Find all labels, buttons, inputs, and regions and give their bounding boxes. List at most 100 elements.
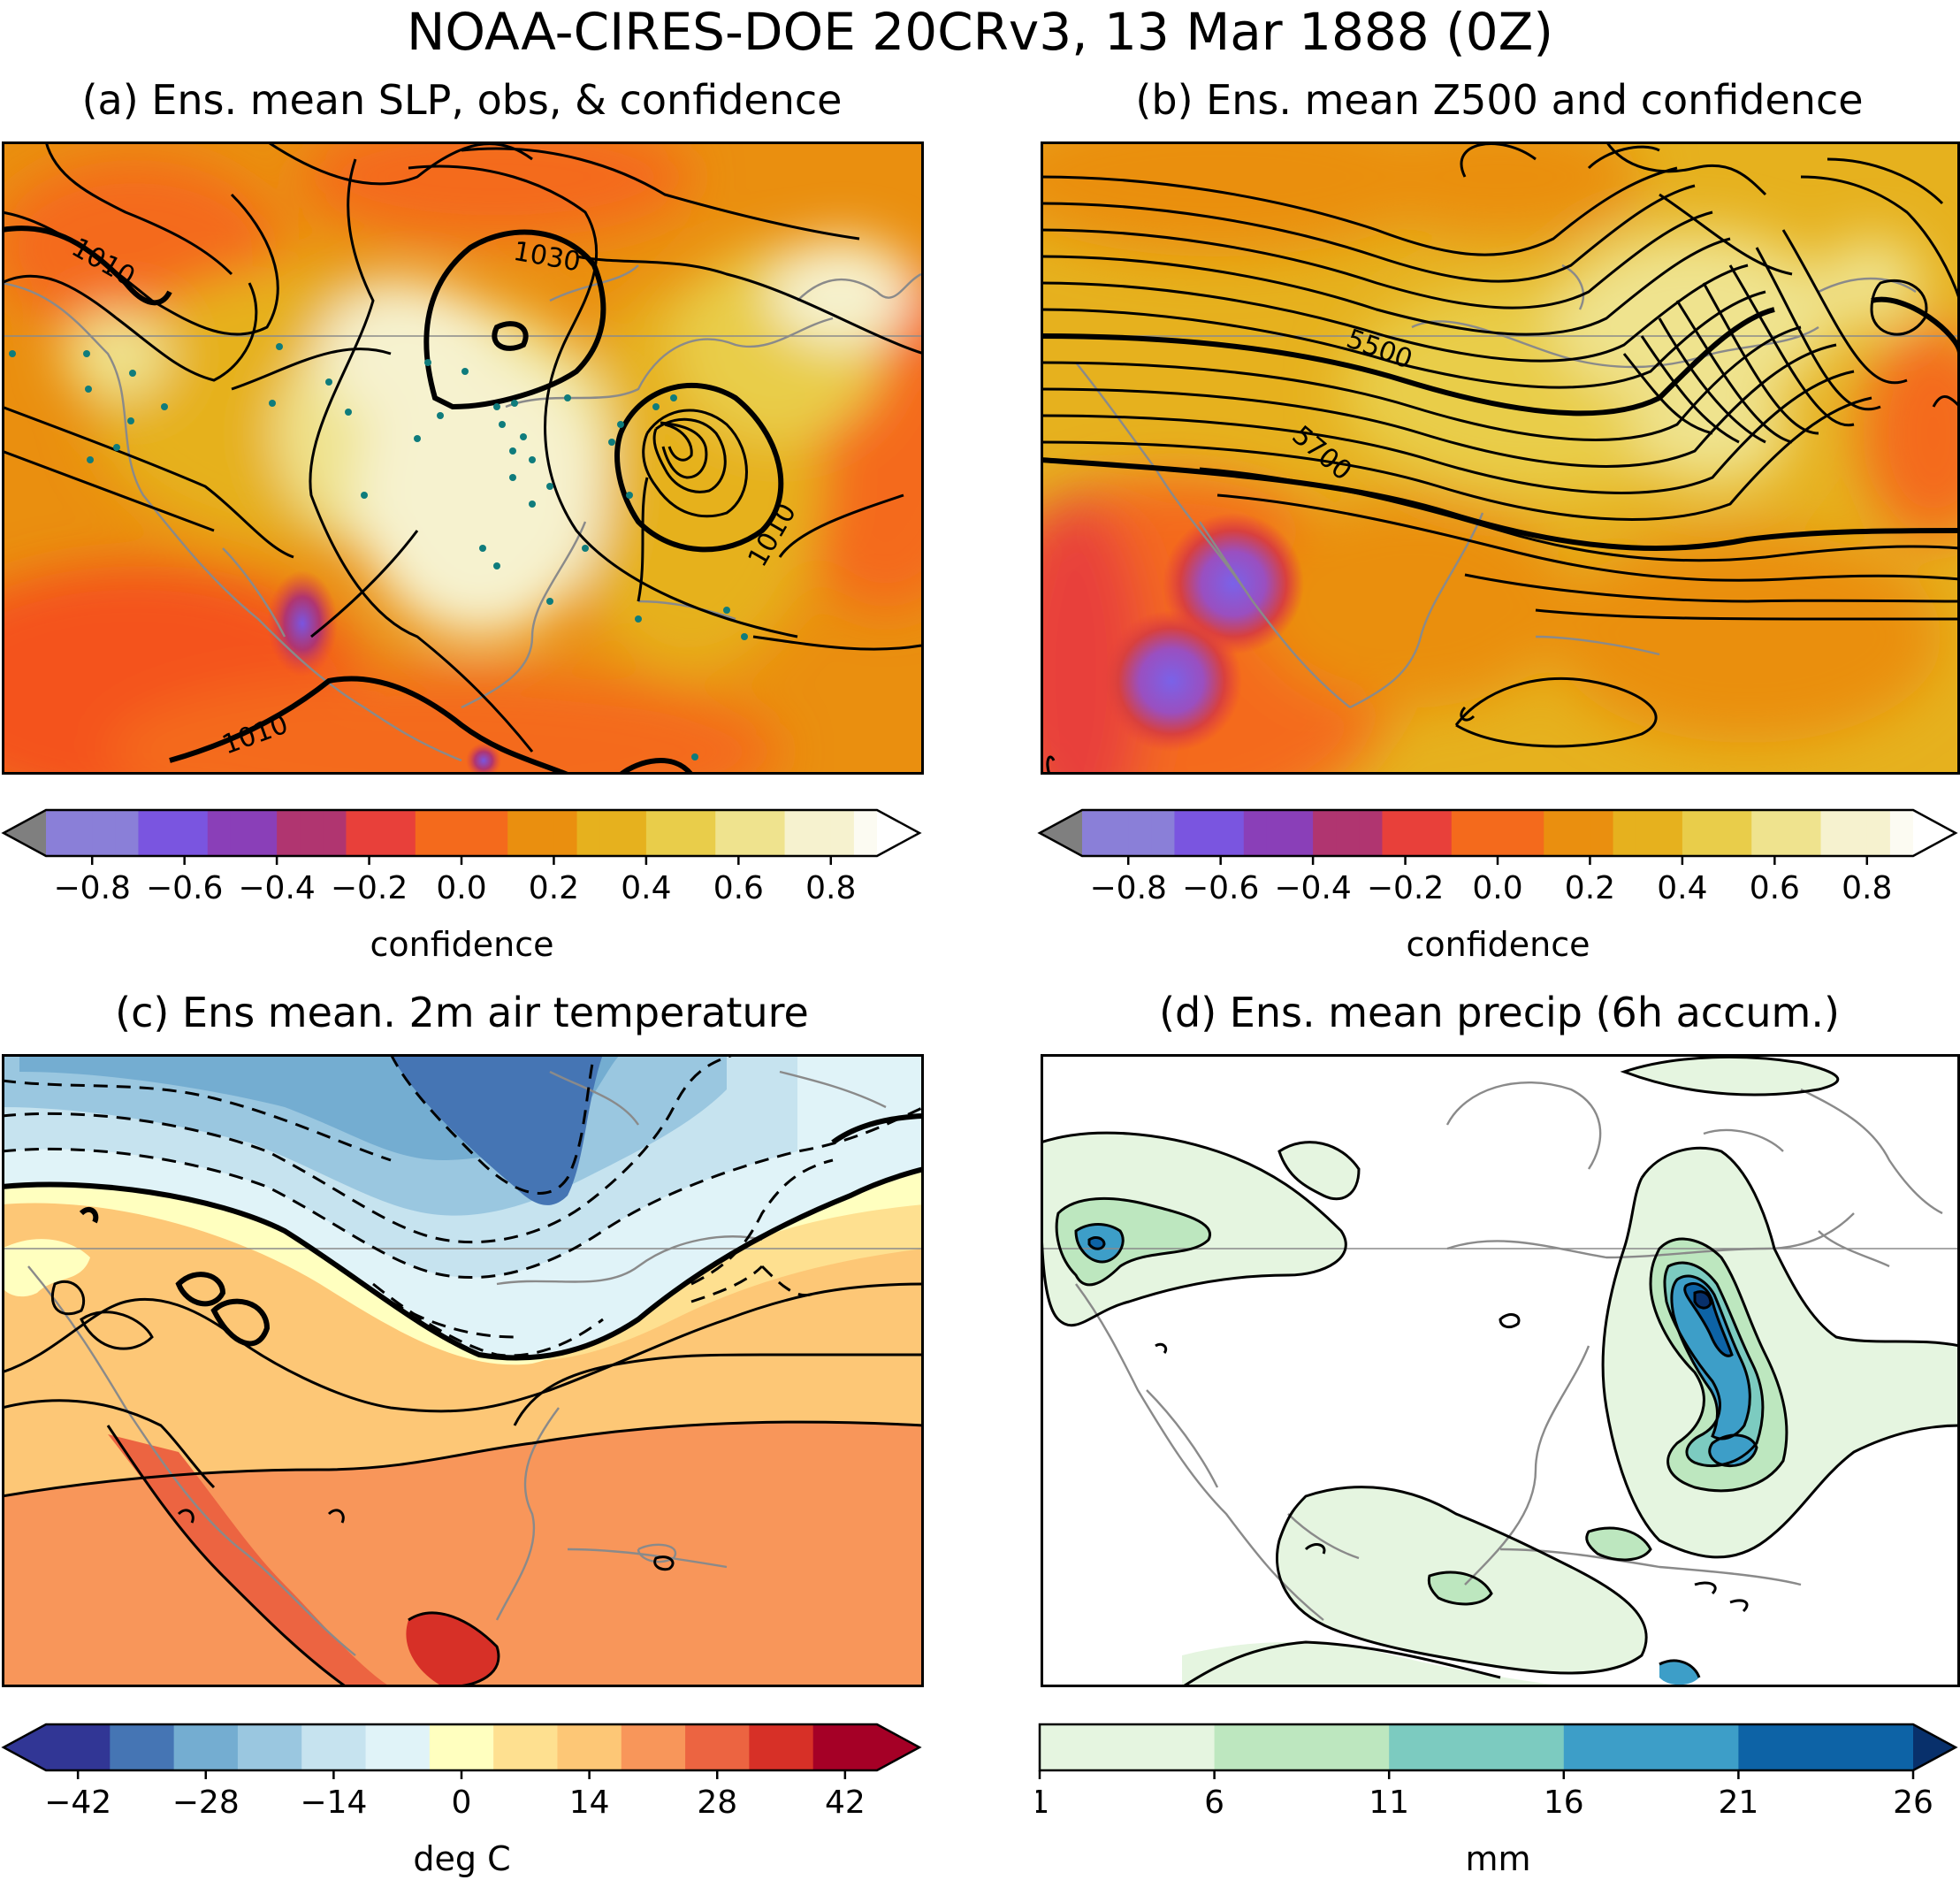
panel-a-title: (a) Ens. mean SLP, obs, & confidence	[81, 76, 843, 124]
panel-b-height-contours	[1041, 141, 1960, 775]
colorbar-swatch	[645, 810, 670, 856]
colorbar-tick-label: −0.6	[1182, 870, 1259, 902]
colorbar-swatch	[1544, 810, 1567, 856]
panel-b-colorbar-label: confidence	[1406, 925, 1590, 964]
colorbar-swatch	[115, 810, 140, 856]
colorbar-tick-label: 1	[1036, 1784, 1049, 1816]
colorbar-swatch	[1082, 810, 1106, 856]
colorbar-swatch	[557, 1724, 622, 1770]
colorbar-extend-max	[877, 810, 919, 856]
colorbar-tick-label: −14	[300, 1784, 367, 1816]
colorbar-swatch	[749, 1724, 814, 1770]
colorbar-swatch	[110, 1724, 175, 1770]
panel-a-colorbar-label: confidence	[370, 925, 554, 964]
colorbar-swatch	[1313, 810, 1337, 856]
panel-a-thick-isobars	[2, 225, 784, 775]
colorbar-swatch	[1705, 810, 1729, 856]
panel-a-confidence-field	[2, 141, 924, 775]
colorbar-tick-label: 0.4	[621, 870, 671, 902]
colorbar-swatch	[1040, 1724, 1216, 1770]
colorbar-swatch	[1151, 810, 1176, 856]
colorbar-swatch	[1174, 810, 1199, 856]
panel-d-precip-contours	[1041, 1055, 1960, 1687]
colorbar-outline	[1, 1723, 922, 1772]
colorbar-swatch	[1889, 810, 1914, 856]
colorbar-swatch	[1774, 810, 1799, 856]
colorbar-swatch	[1197, 810, 1222, 856]
colorbar-swatch	[1563, 1724, 1739, 1770]
colorbar-swatch	[429, 1724, 494, 1770]
panel-d-precip-map	[1041, 1054, 1960, 1687]
colorbar-swatch	[1359, 810, 1384, 856]
colorbar-tick-label: 26	[1893, 1784, 1933, 1816]
colorbar-swatch	[1590, 810, 1614, 856]
panel-d-title: (d) Ens. mean precip (6h accum.)	[1159, 989, 1840, 1036]
colorbar-swatch	[1214, 1724, 1390, 1770]
colorbar-tick-label: 0.8	[805, 870, 856, 902]
panel-d-colorbar: 1 6 11 16 21 26	[1036, 1723, 1958, 1816]
colorbar-tick-label: 0.4	[1657, 870, 1707, 902]
colorbar-outline	[1038, 1723, 1958, 1772]
colorbar-tick-label: 0.6	[1750, 870, 1800, 902]
colorbar-swatch	[692, 810, 716, 856]
colorbar-swatch	[161, 810, 186, 856]
colorbar-tick-label: −0.6	[146, 870, 223, 902]
colorbar-swatch	[230, 810, 255, 856]
colorbar-tick-label: 0.2	[1565, 870, 1615, 902]
colorbar-swatch	[254, 810, 278, 856]
colorbar-swatch	[807, 810, 832, 856]
colorbar-swatch	[1751, 810, 1775, 856]
colorbar-swatch	[1405, 810, 1430, 856]
panel-c-positive-isotherms	[2, 1280, 924, 1687]
colorbar-swatch	[1728, 810, 1752, 856]
colorbar-swatch	[138, 810, 163, 856]
panel-b-z500-map: 5500 5700	[1041, 141, 1960, 775]
colorbar-swatch	[1567, 810, 1591, 856]
panel-a-observation-dots	[9, 343, 748, 760]
colorbar-swatch	[761, 810, 786, 856]
colorbar-swatch	[1220, 810, 1245, 856]
colorbar-swatch	[1843, 810, 1868, 856]
colorbar-swatch	[1266, 810, 1291, 856]
panel-c-temperature-map	[2, 1054, 924, 1687]
colorbar-swatch	[1738, 1724, 1914, 1770]
colorbar-swatch	[1682, 810, 1706, 856]
colorbar-swatch	[530, 810, 555, 856]
colorbar-outline	[1037, 808, 1958, 858]
colorbar-extend-max	[877, 1724, 919, 1770]
figure-title: NOAA-CIRES-DOE 20CRv3, 13 Mar 1888 (0Z)	[406, 2, 1554, 62]
panel-b-title: (b) Ens. mean Z500 and confidence	[1135, 76, 1864, 124]
colorbar-tick-label: −0.2	[1367, 870, 1444, 902]
colorbar-swatch	[46, 1724, 111, 1770]
panel-a-slp-map: 1010 1030 1010 1010	[2, 141, 924, 775]
colorbar-swatch	[1290, 810, 1314, 856]
colorbar-extend-min	[4, 810, 46, 856]
colorbar-swatch	[1498, 810, 1521, 856]
colorbar-swatch	[576, 810, 601, 856]
colorbar-swatch	[1382, 810, 1407, 856]
colorbar-swatch	[1613, 810, 1637, 856]
colorbar-tick-label: 0.8	[1842, 870, 1892, 902]
colorbar-tick-label: −0.4	[1274, 870, 1351, 902]
colorbar-swatch	[438, 810, 462, 856]
colorbar-extend-max	[1913, 1724, 1956, 1770]
colorbar-swatch	[1389, 1724, 1565, 1770]
colorbar-tick-label: 0.2	[529, 870, 579, 902]
panel-b-colorbar: −0.8 −0.6 −0.4 −0.2 0.0 0.2 0.4 0.6 0.8	[1037, 808, 1958, 902]
colorbar-tick-label: 6	[1204, 1784, 1224, 1816]
colorbar-swatch	[1451, 810, 1476, 856]
colorbar-swatch	[553, 810, 578, 856]
colorbar-tick-label: −0.8	[54, 870, 131, 902]
colorbar-swatch	[1336, 810, 1360, 856]
colorbar-swatch	[392, 810, 416, 856]
colorbar-swatch	[173, 1724, 239, 1770]
colorbar-outline	[1, 808, 922, 858]
panel-a-colorbar: −0.8 −0.6 −0.4 −0.2 0.0 0.2 0.4 0.6 0.8	[1, 808, 922, 902]
colorbar-extend-min	[4, 1724, 46, 1770]
colorbar-swatch	[69, 810, 93, 856]
colorbar-swatch	[1636, 810, 1660, 856]
colorbar-swatch	[1820, 810, 1845, 856]
colorbar-swatch	[461, 810, 485, 856]
colorbar-swatch	[300, 810, 324, 856]
colorbar-tick-label: 0	[452, 1784, 472, 1816]
